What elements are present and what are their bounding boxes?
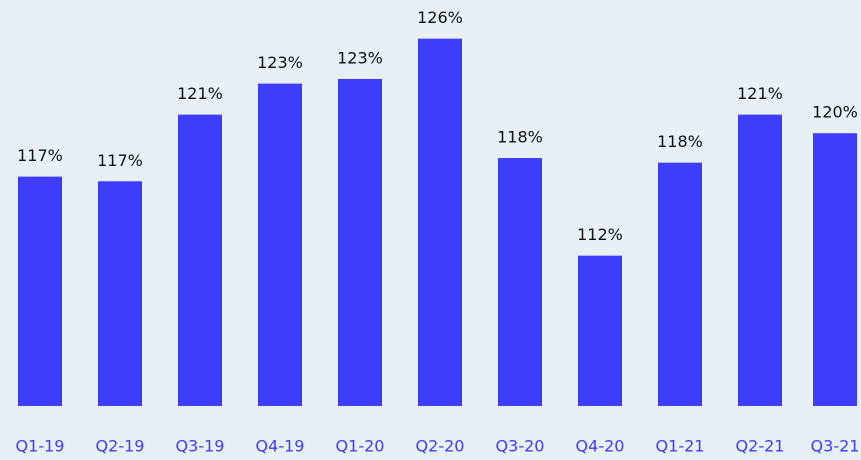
bar (18, 176, 62, 406)
bar (178, 114, 222, 406)
bar (418, 38, 462, 407)
x-tick-label: Q1-20 (336, 437, 385, 456)
value-label: 117% (17, 146, 63, 165)
value-label: 123% (337, 48, 383, 67)
x-tick-label: Q3-19 (176, 437, 225, 456)
value-label: 126% (417, 8, 463, 27)
value-label: 112% (577, 225, 623, 244)
bar (258, 83, 302, 406)
bar (738, 114, 782, 406)
value-label: 123% (257, 53, 303, 72)
value-label: 121% (177, 84, 223, 103)
x-tick-label: Q2-20 (416, 437, 465, 456)
x-tick-label: Q3-21 (811, 437, 860, 456)
x-tick-label: Q2-19 (96, 437, 145, 456)
bar (658, 162, 702, 406)
bar (813, 133, 857, 406)
bar (338, 78, 382, 406)
bar (498, 158, 542, 406)
value-label: 121% (737, 84, 783, 103)
x-tick-label: Q4-20 (576, 437, 625, 456)
value-label: 120% (812, 103, 858, 122)
value-label: 118% (497, 128, 543, 147)
value-label: 118% (657, 132, 703, 151)
value-label: 117% (97, 151, 143, 170)
x-tick-label: Q4-19 (256, 437, 305, 456)
bar (578, 255, 622, 406)
x-tick-label: Q2-21 (736, 437, 785, 456)
x-tick-label: Q3-20 (496, 437, 545, 456)
x-tick-label: Q1-19 (16, 437, 65, 456)
bar (98, 181, 142, 406)
x-tick-label: Q1-21 (656, 437, 705, 456)
